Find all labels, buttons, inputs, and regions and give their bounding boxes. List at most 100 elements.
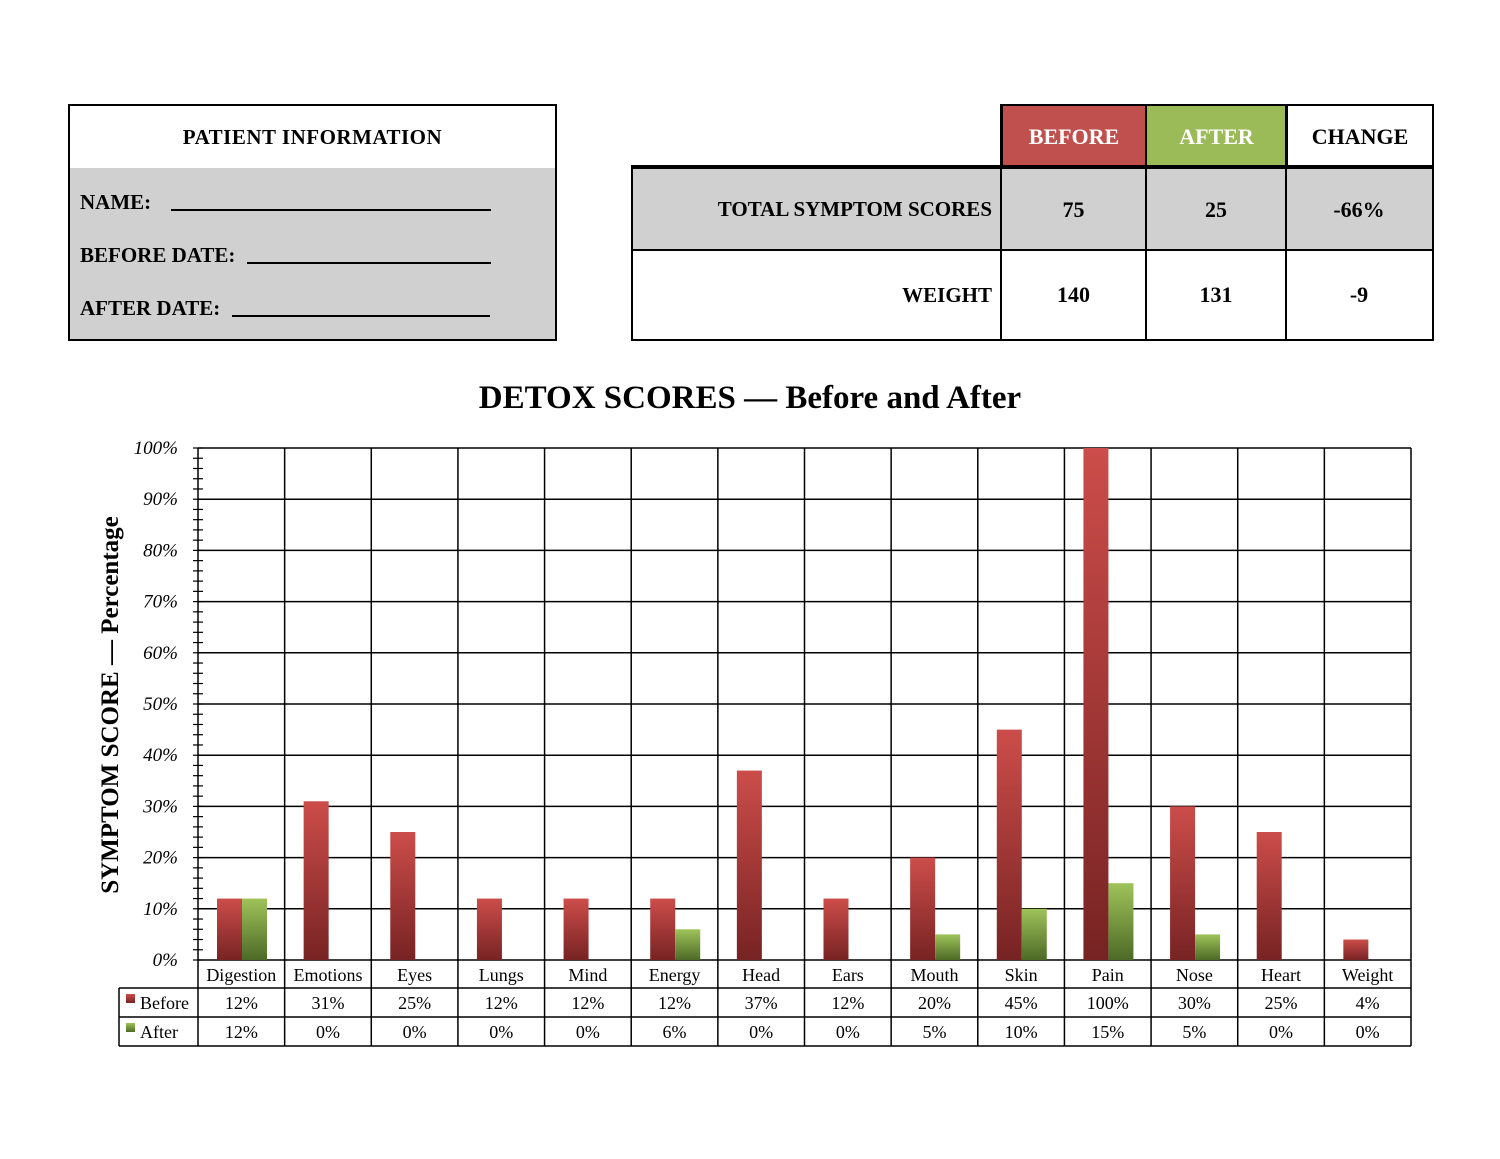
data-label-before: 100% bbox=[1087, 993, 1129, 1013]
name-label: NAME: bbox=[80, 190, 152, 214]
category-label: Mouth bbox=[910, 965, 958, 985]
patient-information-box: PATIENT INFORMATION NAME: BEFORE DATE: A… bbox=[68, 104, 557, 341]
bar-before-weight bbox=[1343, 939, 1369, 960]
col-divider bbox=[1000, 104, 1002, 341]
category-label: Ears bbox=[832, 965, 864, 985]
bar-before-digestion bbox=[217, 898, 242, 960]
data-label-after: 0% bbox=[749, 1022, 773, 1042]
data-label-before: 12% bbox=[831, 993, 864, 1013]
data-label-before: 25% bbox=[398, 993, 431, 1013]
total-after-value: 25 bbox=[1205, 196, 1227, 222]
category-label: Nose bbox=[1176, 965, 1213, 985]
y-tick-label: 20% bbox=[143, 848, 178, 869]
summary-grid bbox=[631, 165, 1434, 341]
data-label-before: 45% bbox=[1005, 993, 1038, 1013]
data-label-before: 20% bbox=[918, 993, 951, 1013]
bar-before-lungs bbox=[476, 898, 502, 960]
data-label-before: 25% bbox=[1265, 993, 1298, 1013]
category-label: Weight bbox=[1342, 965, 1394, 985]
weight-before-value: 140 bbox=[1057, 282, 1090, 307]
data-label-after: 5% bbox=[922, 1022, 946, 1042]
weight-after-value: 131 bbox=[1199, 282, 1233, 307]
category-label: Skin bbox=[1005, 965, 1038, 985]
category-label: Pain bbox=[1092, 965, 1124, 985]
data-label-before: 31% bbox=[311, 993, 344, 1013]
data-label-after: 0% bbox=[1356, 1022, 1380, 1042]
y-tick-label: 60% bbox=[143, 643, 178, 664]
summary-row-shade bbox=[633, 169, 1432, 250]
total-before-value: 75 bbox=[1062, 196, 1085, 222]
legend-swatch-before bbox=[126, 994, 135, 1003]
bar-before-heart bbox=[1256, 832, 1282, 960]
before-date-label: BEFORE DATE: bbox=[80, 243, 236, 267]
bar-after-mouth bbox=[935, 934, 961, 960]
data-label-after: 6% bbox=[663, 1022, 687, 1042]
legend-swatch-after bbox=[126, 1023, 135, 1032]
col-divider bbox=[1285, 104, 1287, 341]
y-tick-label: 90% bbox=[143, 489, 178, 510]
y-tick-label: 40% bbox=[143, 745, 178, 766]
legend-label-before: Before bbox=[140, 993, 189, 1013]
bar-before-mind bbox=[563, 898, 589, 960]
data-label-before: 37% bbox=[745, 993, 778, 1013]
before-date-row: BEFORE DATE: bbox=[80, 243, 492, 268]
row-label-weight: WEIGHT bbox=[902, 282, 992, 307]
category-label: Energy bbox=[649, 965, 701, 985]
category-label: Head bbox=[742, 965, 780, 985]
bar-before-nose bbox=[1170, 806, 1196, 960]
y-tick-label: 80% bbox=[143, 540, 178, 561]
weight-change-value: -9 bbox=[1349, 282, 1369, 307]
data-label-after: 0% bbox=[316, 1022, 340, 1042]
bar-after-pain bbox=[1108, 883, 1134, 960]
after-date-row: AFTER DATE: bbox=[80, 296, 491, 321]
name-row: NAME: bbox=[80, 190, 492, 215]
y-axis-label: SYMPTOM SCORE — Percentage bbox=[97, 516, 124, 894]
bar-before-energy bbox=[650, 898, 676, 960]
bar-before-ears bbox=[823, 898, 849, 960]
legend-label-after: After bbox=[140, 1022, 178, 1042]
bar-before-emotions bbox=[303, 801, 329, 960]
before-date-field[interactable] bbox=[247, 262, 492, 264]
bar-after-digestion bbox=[242, 898, 267, 960]
after-date-field[interactable] bbox=[232, 315, 491, 317]
data-label-after: 15% bbox=[1091, 1022, 1124, 1042]
data-label-before: 12% bbox=[485, 993, 518, 1013]
data-label-before: 4% bbox=[1356, 993, 1380, 1013]
category-label: Emotions bbox=[293, 965, 362, 985]
category-label: Digestion bbox=[206, 965, 276, 985]
total-change-value: -66% bbox=[1333, 196, 1385, 222]
y-tick-label: 50% bbox=[143, 694, 178, 715]
y-tick-label: 0% bbox=[153, 950, 178, 971]
header-before: BEFORE bbox=[1001, 104, 1147, 168]
header-after: AFTER bbox=[1146, 104, 1287, 168]
y-tick-label: 70% bbox=[143, 592, 178, 613]
data-label-after: 0% bbox=[836, 1022, 860, 1042]
bar-before-pain bbox=[1083, 448, 1109, 960]
data-label-after: 0% bbox=[576, 1022, 600, 1042]
category-label: Heart bbox=[1261, 965, 1301, 985]
bar-before-skin bbox=[996, 729, 1022, 960]
data-label-after: 0% bbox=[1269, 1022, 1293, 1042]
data-label-after: 5% bbox=[1182, 1022, 1206, 1042]
patient-information-body: NAME: BEFORE DATE: AFTER DATE: bbox=[70, 168, 555, 339]
data-label-after: 10% bbox=[1005, 1022, 1038, 1042]
y-tick-label: 30% bbox=[142, 796, 178, 817]
row-divider bbox=[631, 249, 1434, 251]
category-label: Eyes bbox=[397, 965, 432, 985]
data-label-before: 12% bbox=[658, 993, 691, 1013]
y-tick-label: 100% bbox=[134, 438, 178, 459]
category-label: Mind bbox=[568, 965, 607, 985]
bar-after-energy bbox=[675, 929, 701, 960]
after-date-label: AFTER DATE: bbox=[80, 296, 221, 320]
data-label-after: 12% bbox=[225, 1022, 258, 1042]
header-change: CHANGE bbox=[1286, 104, 1434, 168]
bar-after-nose bbox=[1195, 934, 1221, 960]
name-field[interactable] bbox=[171, 209, 492, 211]
col-divider bbox=[1145, 104, 1147, 341]
y-tick-label: 10% bbox=[143, 899, 178, 920]
data-label-before: 12% bbox=[571, 993, 604, 1013]
data-label-after: 0% bbox=[489, 1022, 513, 1042]
bar-before-eyes bbox=[390, 832, 416, 960]
data-label-after: 0% bbox=[403, 1022, 427, 1042]
